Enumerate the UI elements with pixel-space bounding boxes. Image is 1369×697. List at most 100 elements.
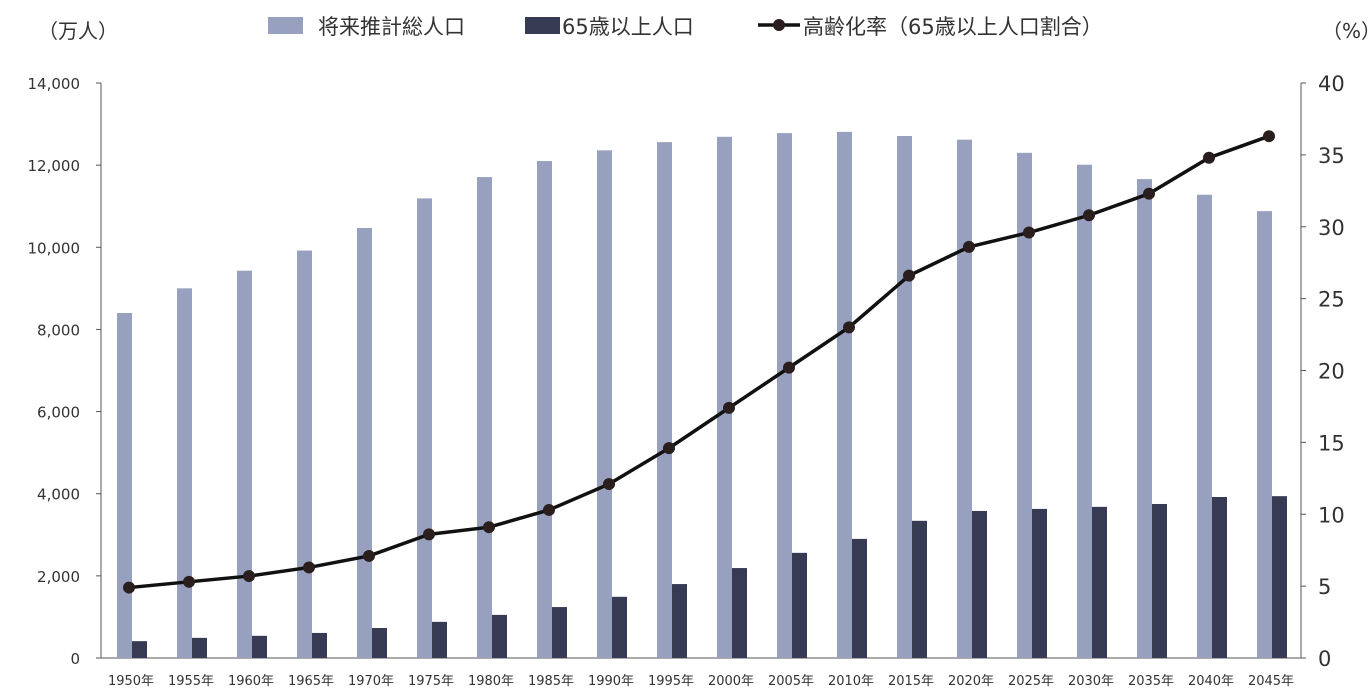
x-tick-label: 1965年 [288, 674, 334, 689]
aging-rate-point [783, 361, 795, 374]
bar-elderly-population [1212, 497, 1227, 658]
bar-total-population [177, 288, 192, 658]
bar-total-population [717, 136, 732, 658]
left-tick-label: 4,000 [37, 486, 80, 504]
bar-total-population [957, 139, 972, 658]
bar-total-population [1077, 164, 1092, 658]
right-axis-unit: （%） [1322, 19, 1369, 43]
bar-total-population [537, 161, 552, 659]
right-tick-label: 15 [1318, 431, 1345, 455]
bar-elderly-population [432, 621, 447, 658]
aging-rate-point [1143, 187, 1155, 200]
aging-rate-point [543, 503, 555, 516]
x-tick-label: 2030年 [1068, 674, 1114, 689]
x-tick-label: 1995年 [648, 674, 694, 689]
aging-rate-point [843, 321, 855, 334]
bar-total-population [1197, 194, 1212, 658]
aging-rate-point [1203, 151, 1215, 164]
bar-total-population [237, 270, 252, 658]
left-tick-label: 10,000 [28, 239, 81, 257]
bar-elderly-population [1272, 496, 1287, 658]
bar-total-population [777, 133, 792, 658]
aging-rate-point [183, 575, 195, 588]
x-tick-label: 2015年 [888, 674, 934, 689]
aging-rate-point [363, 549, 375, 562]
legend-label-rate: 高齢化率（65歳以上人口割合） [803, 15, 1103, 39]
bar-elderly-population [852, 538, 867, 658]
aging-rate-point [1263, 130, 1275, 143]
legend-label-total: 将来推計総人口 [318, 15, 465, 39]
aging-rate-point [123, 581, 135, 594]
bar-total-population [417, 198, 432, 659]
right-tick-label: 5 [1318, 575, 1331, 599]
aging-rate-point [903, 269, 915, 282]
x-tick-label: 2035年 [1128, 674, 1174, 689]
bar-elderly-population [492, 614, 507, 658]
bar-elderly-population [552, 607, 567, 658]
bar-elderly-population [912, 520, 927, 658]
left-tick-label: 14,000 [28, 75, 81, 93]
right-tick-label: 0 [1318, 647, 1331, 671]
x-tick-label: 2010年 [828, 674, 874, 689]
bar-total-population [657, 142, 672, 659]
x-tick-label: 2040年 [1188, 674, 1234, 689]
aging-rate-point [483, 521, 495, 534]
left-axis-unit: （万人） [38, 19, 118, 43]
bar-elderly-population [732, 568, 747, 658]
left-tick-label: 12,000 [28, 157, 81, 175]
aging-rate-point [723, 401, 735, 414]
bar-elderly-population [672, 584, 687, 658]
x-tick-label: 1970年 [348, 674, 394, 689]
left-tick-label: 8,000 [37, 321, 80, 339]
bar-total-population [837, 131, 852, 658]
bar-total-population [117, 313, 132, 658]
aging-rate-point [963, 240, 975, 253]
x-tick-label: 2025年 [1008, 674, 1054, 689]
bar-elderly-population [792, 552, 807, 658]
aging-rate-point [423, 528, 435, 541]
aging-rate-point [243, 570, 255, 583]
x-tick-label: 1980年 [468, 674, 514, 689]
right-tick-label: 30 [1318, 216, 1345, 240]
bar-elderly-population [192, 637, 207, 658]
aging-rate-point [603, 478, 615, 491]
x-tick-label: 2005年 [768, 674, 814, 689]
bar-elderly-population [612, 596, 627, 658]
right-tick-label: 40 [1318, 72, 1345, 96]
bar-total-population [477, 177, 492, 658]
bar-total-population [1257, 211, 1272, 658]
bar-elderly-population [1032, 508, 1047, 658]
bar-elderly-population [1152, 503, 1167, 658]
legend-swatch-total [268, 17, 303, 34]
right-tick-label: 20 [1318, 360, 1345, 384]
x-tick-label: 1950年 [108, 674, 154, 689]
left-tick-label: 0 [70, 650, 80, 668]
legend-label-elderly: 65歳以上人口 [562, 15, 694, 39]
bar-total-population [1137, 179, 1152, 658]
x-tick-label: 1990年 [588, 674, 634, 689]
right-tick-label: 35 [1318, 144, 1345, 168]
legend-swatch-elderly [525, 17, 560, 34]
bar-elderly-population [312, 632, 327, 658]
legend-swatch-marker [773, 19, 785, 31]
bar-elderly-population [972, 510, 987, 658]
right-tick-label: 25 [1318, 288, 1345, 312]
bar-total-population [297, 250, 312, 659]
aging-rate-point [1083, 209, 1095, 222]
x-tick-label: 1955年 [168, 674, 214, 689]
x-tick-label: 1960年 [228, 674, 274, 689]
left-tick-label: 2,000 [37, 568, 80, 586]
x-tick-label: 2020年 [948, 674, 994, 689]
bar-total-population [357, 227, 372, 658]
bar-elderly-population [372, 628, 387, 658]
x-tick-label: 2045年 [1248, 674, 1294, 689]
bar-elderly-population [252, 635, 267, 658]
aging-rate-line [128, 134, 1270, 590]
aging-rate-point [1023, 226, 1035, 239]
right-tick-label: 10 [1318, 503, 1345, 527]
bar-elderly-population [132, 641, 147, 658]
x-tick-label: 1975年 [408, 674, 454, 689]
aging-rate-point [663, 442, 675, 455]
